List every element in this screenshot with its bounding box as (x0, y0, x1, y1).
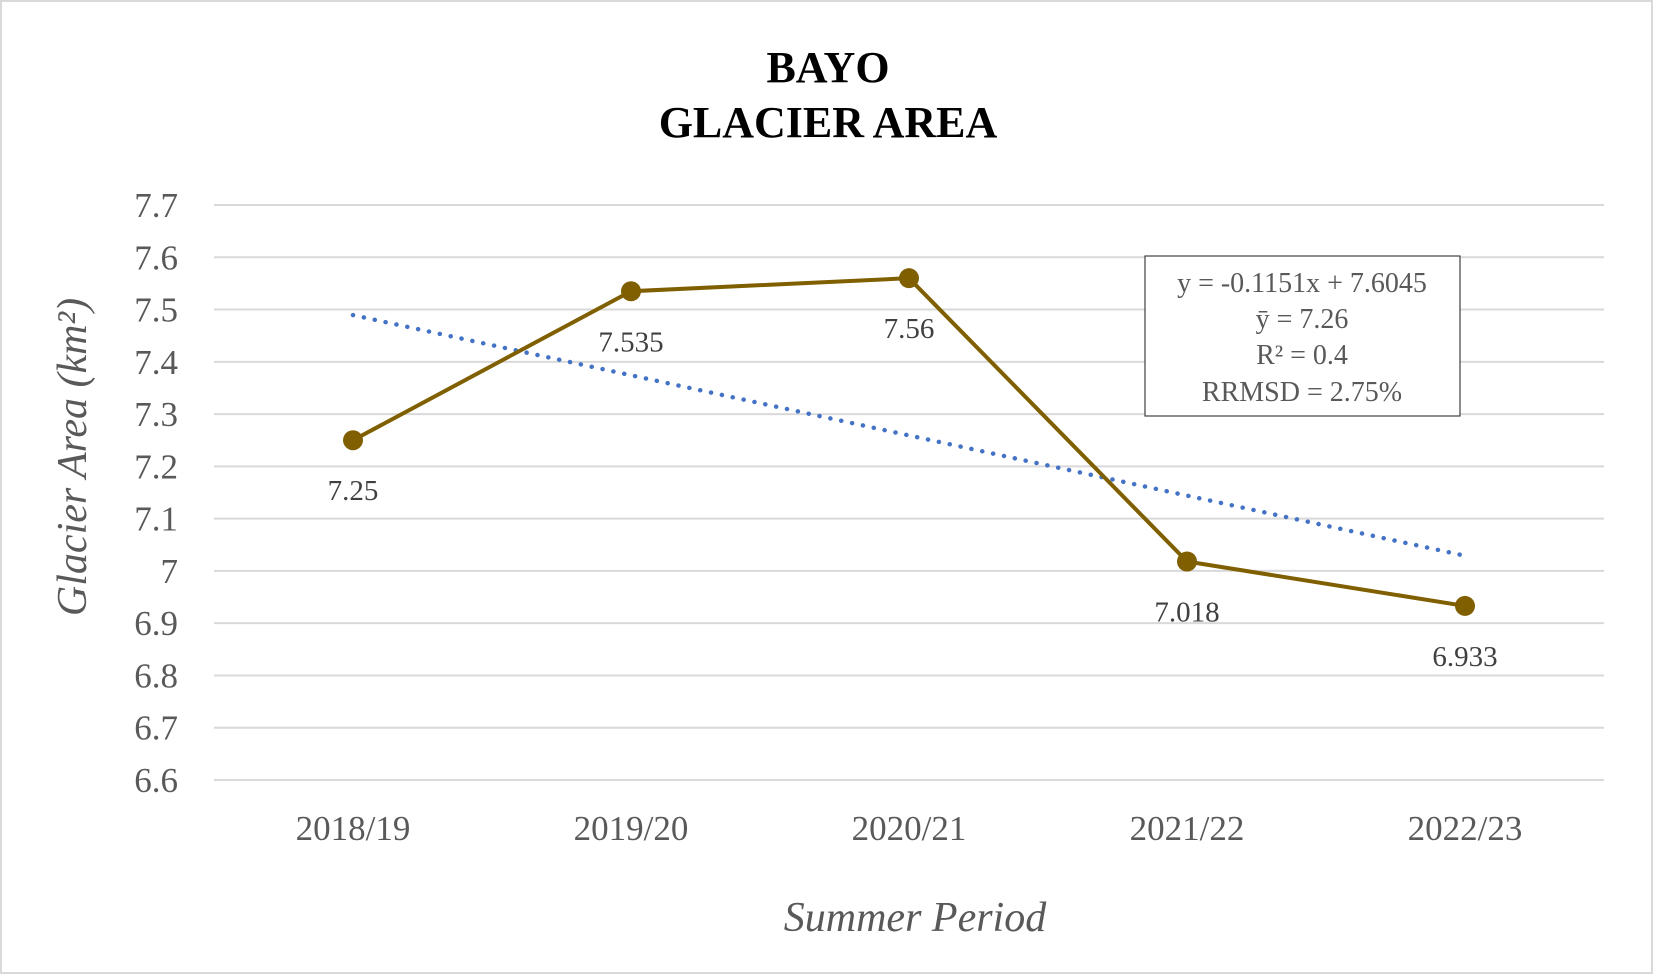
stats-r-squared: R² = 0.4 (1256, 340, 1348, 371)
data-label: 7.535 (598, 326, 663, 358)
trendline-layer (350, 312, 1468, 558)
stats-rrmsd: RRMSD = 2.75% (1202, 377, 1402, 408)
regression-stats-box: y = -0.1151x + 7.6045 ȳ = 7.26 R² = 0.4 … (1144, 255, 1461, 417)
series-layer (343, 268, 1475, 616)
y-tick-label: 6.7 (134, 709, 178, 748)
data-labels: 7.25 7.535 7.56 7.018 6.933 (328, 313, 1498, 673)
data-label: 7.25 (328, 475, 379, 507)
data-point (621, 281, 641, 302)
x-tick-label: 2019/20 (574, 809, 689, 848)
x-tick-label: 2022/23 (1408, 809, 1523, 848)
data-label: 6.933 (1432, 641, 1497, 673)
stats-mean: ȳ = 7.26 (1256, 304, 1349, 335)
y-tick-label: 7.5 (134, 291, 178, 330)
y-tick-label: 7.2 (134, 447, 178, 486)
stats-box-border (1144, 255, 1461, 417)
x-tick-label: 2018/19 (296, 809, 411, 848)
y-tick-label: 6.6 (134, 761, 178, 800)
y-tick-label: 7 (161, 552, 179, 591)
data-label: 7.018 (1154, 597, 1219, 629)
y-tick-label: 7.1 (134, 500, 178, 539)
data-point (899, 268, 919, 289)
chart-title-line-2: GLACIER AREA (659, 98, 998, 147)
x-tick-label: 2020/21 (852, 809, 967, 848)
y-tick-label: 7.6 (134, 238, 178, 277)
stats-equation: y = -0.1151x + 7.6045 (1177, 268, 1427, 299)
x-tick-label: 2021/22 (1130, 809, 1245, 848)
data-point (1455, 595, 1475, 616)
linear-trendline (350, 312, 1468, 558)
y-axis-ticks: 6.6 6.7 6.8 6.9 7 7.1 7.2 7.3 7.4 7.5 7.6 7.7 (134, 186, 178, 800)
y-tick-label: 7.3 (134, 395, 178, 434)
data-point (1177, 551, 1197, 572)
y-tick-label: 6.9 (134, 604, 178, 643)
y-tick-label: 6.8 (134, 656, 178, 695)
y-tick-label: 7.7 (134, 186, 178, 225)
x-axis-ticks: 2018/19 2019/20 2020/21 2021/22 2022/23 (296, 809, 1523, 848)
y-tick-label: 7.4 (134, 343, 178, 382)
chart-title-line-1: BAYO (766, 43, 889, 92)
data-point (343, 430, 363, 451)
y-axis-title: Glacier Area (km²) (50, 298, 96, 616)
data-label: 7.56 (884, 313, 935, 345)
x-axis-title: Summer Period (784, 895, 1047, 941)
